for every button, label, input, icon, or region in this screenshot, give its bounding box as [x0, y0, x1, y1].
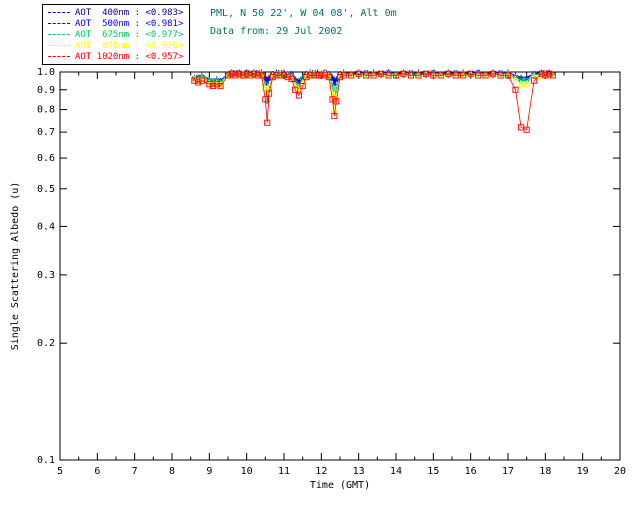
- legend-row: AOT 500nm : <0.981>: [48, 18, 183, 29]
- svg-text:0.3: 0.3: [37, 270, 55, 281]
- legend-row: AOT 400nm : <0.983>: [48, 7, 183, 18]
- svg-text:0.6: 0.6: [37, 153, 55, 164]
- svg-text:16: 16: [465, 466, 477, 477]
- legend: AOT 400nm : <0.983> AOT 500nm : <0.981> AO…: [42, 4, 191, 65]
- svg-text:1.0: 1.0: [37, 67, 55, 78]
- legend-label: AOT 400nm : <0.983>: [75, 7, 184, 18]
- legend-row: AOT 1020nm : <0.957>: [48, 51, 183, 62]
- legend-line-sample: [48, 34, 70, 35]
- legend-row: AOT 870nm : <0.976>: [48, 40, 183, 51]
- legend-label: AOT 500nm : <0.981>: [75, 18, 184, 29]
- legend-row: AOT 675nm : <0.977>: [48, 29, 183, 40]
- svg-text:11: 11: [278, 466, 290, 477]
- svg-text:7: 7: [132, 466, 138, 477]
- legend-label: AOT 1020nm : <0.957>: [75, 51, 184, 62]
- svg-text:0.9: 0.9: [37, 85, 55, 96]
- svg-text:0.2: 0.2: [37, 338, 55, 349]
- svg-text:18: 18: [539, 466, 551, 477]
- svg-text:8: 8: [169, 466, 175, 477]
- header-date: Data from: 29 Jul 2002: [210, 26, 343, 37]
- legend-line-sample: [48, 56, 70, 57]
- legend-label: AOT 675nm : <0.977>: [75, 29, 184, 40]
- header: PML, N 50 22', W 04 08', Alt 0m Data fro…: [210, 5, 397, 41]
- svg-text:0.8: 0.8: [37, 105, 55, 116]
- svg-text:20: 20: [614, 466, 626, 477]
- legend-label: AOT 870nm : <0.976>: [75, 40, 184, 51]
- svg-text:5: 5: [57, 466, 63, 477]
- legend-line-sample: [48, 45, 70, 46]
- svg-text:12: 12: [315, 466, 327, 477]
- svg-text:14: 14: [390, 466, 402, 477]
- svg-text:15: 15: [427, 466, 439, 477]
- svg-text:0.5: 0.5: [37, 184, 55, 195]
- svg-text:19: 19: [577, 466, 589, 477]
- svg-text:0.7: 0.7: [37, 127, 55, 138]
- svg-text:9: 9: [206, 466, 212, 477]
- svg-text:Time (GMT): Time (GMT): [310, 480, 370, 491]
- svg-text:13: 13: [353, 466, 365, 477]
- svg-text:17: 17: [502, 466, 514, 477]
- legend-line-sample: [48, 23, 70, 24]
- legend-line-sample: [48, 12, 70, 13]
- svg-text:6: 6: [94, 466, 100, 477]
- header-location: PML, N 50 22', W 04 08', Alt 0m: [210, 8, 397, 19]
- svg-text:Single Scattering Albedo (u): Single Scattering Albedo (u): [10, 182, 21, 351]
- svg-text:10: 10: [241, 466, 253, 477]
- svg-text:0.1: 0.1: [37, 455, 55, 466]
- svg-text:0.4: 0.4: [37, 221, 55, 232]
